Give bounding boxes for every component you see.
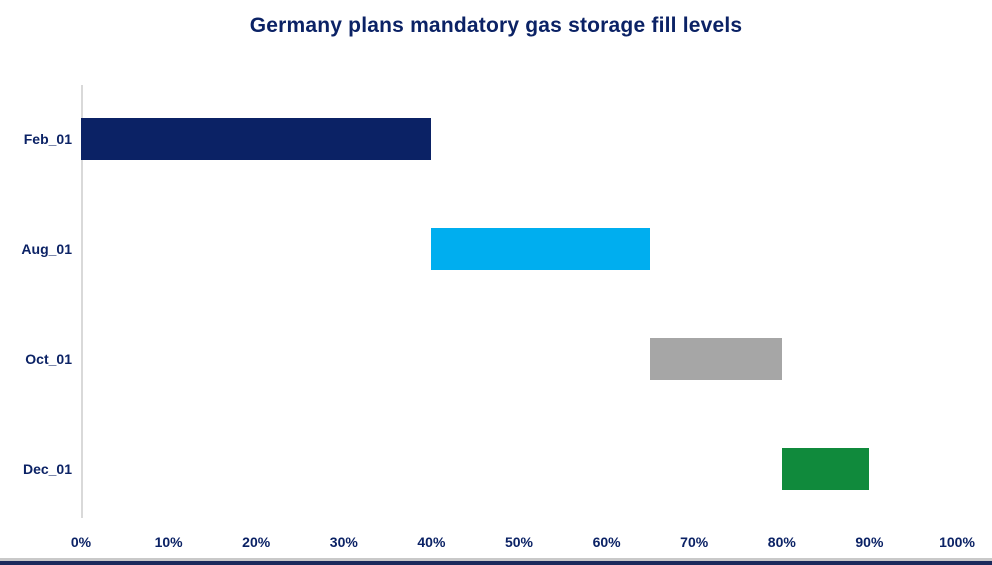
bottom-rule-gray-line	[0, 558, 992, 561]
x-tick-label-20: 20%	[242, 534, 271, 550]
x-tick-label-60: 60%	[592, 534, 621, 550]
x-tick-label-100: 100%	[939, 534, 975, 550]
category-label-feb_01: Feb_01	[23, 131, 72, 147]
x-tick-label-90: 90%	[855, 534, 884, 550]
bottom-rule	[0, 558, 992, 565]
x-tick-label-70: 70%	[680, 534, 709, 550]
bar-dec_01	[781, 448, 870, 490]
x-tick-label-80: 80%	[767, 534, 796, 550]
bar-aug_01	[431, 228, 651, 270]
x-tick-label-0: 0%	[70, 534, 92, 550]
category-label-dec_01: Dec_01	[22, 461, 72, 477]
bottom-rule-navy-line	[0, 561, 992, 565]
plot-area	[81, 85, 957, 526]
y-axis-line	[81, 85, 83, 518]
chart-title: Germany plans mandatory gas storage fill…	[249, 14, 743, 37]
x-tick-label-30: 30%	[329, 534, 358, 550]
bar-feb_01	[81, 118, 432, 160]
x-tick-label-50: 50%	[504, 534, 534, 550]
x-tick-label-40: 40%	[417, 534, 446, 550]
x-tick-label-10: 10%	[154, 534, 183, 550]
category-label-oct_01: Oct_01	[25, 351, 72, 367]
bar-oct_01	[650, 338, 782, 380]
category-label-aug_01: Aug_01	[21, 241, 72, 257]
